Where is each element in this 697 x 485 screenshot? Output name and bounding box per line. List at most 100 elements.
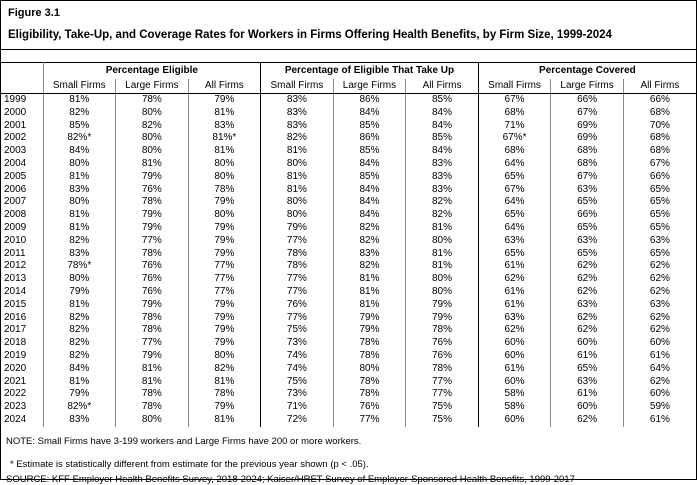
value-cell: 84%	[332, 196, 406, 210]
value-cell: 83%	[42, 247, 116, 261]
footnotes: NOTE: Small Firms have 3-199 workers and…	[1, 436, 696, 485]
value-cell: 84%	[405, 119, 479, 133]
value-cell: 62%	[622, 311, 696, 325]
value-cell: 84%	[405, 106, 479, 120]
table-row: 2008 81% 79% 80% 80% 84% 82% 65% 66% 65%	[1, 209, 696, 222]
value-cell: 77%	[260, 311, 334, 325]
note-text: NOTE: Small Firms have 3-199 workers and…	[6, 435, 362, 447]
value-cell: 63%	[622, 234, 696, 248]
year-cell: 2005	[4, 170, 27, 182]
table-body: 1999 81% 78% 79% 83% 86% 85% 67% 66% 66% 2000 82% 80…	[1, 93, 696, 427]
year-cell: 2004	[4, 157, 27, 169]
value-cell: 68%	[622, 132, 696, 146]
value-cell: 59%	[622, 401, 696, 414]
year-cell: 2010	[4, 234, 27, 246]
value-cell: 77%	[405, 375, 479, 389]
table-row: 1999 81% 78% 79% 83% 86% 85% 67% 66% 66%	[1, 93, 696, 107]
subheader-takeup-large: Large Firms	[332, 78, 406, 94]
value-cell: 65%	[550, 221, 624, 235]
value-cell: 60%	[477, 375, 551, 389]
value-cell: 62%	[477, 273, 551, 286]
estimate-note-text: * Estimate is statistically different fr…	[10, 458, 369, 470]
value-cell: 63%	[622, 298, 696, 312]
value-cell: 65%	[622, 221, 696, 235]
group-header-take-up: Percentage of Eligible That Take Up	[260, 62, 479, 79]
table-row: 2001 85% 82% 83% 83% 85% 84% 71% 69% 70%	[1, 119, 696, 133]
value-cell: 79%	[115, 221, 189, 235]
value-cell: 86%	[332, 93, 406, 107]
value-cell: 68%	[477, 145, 551, 158]
value-cell: 62%	[550, 413, 624, 427]
year-cell: 2001	[4, 119, 27, 131]
value-cell: 72%	[260, 413, 334, 427]
value-cell: 66%	[550, 93, 624, 107]
value-cell: 76%	[260, 298, 334, 312]
value-cell: 64%	[477, 196, 551, 210]
value-cell: 78%	[260, 260, 334, 274]
value-cell: 78%	[115, 324, 189, 338]
value-cell: 79%	[115, 209, 189, 222]
value-cell: 81%	[115, 157, 189, 171]
value-cell: 80%	[115, 132, 189, 146]
value-cell: 82%	[405, 196, 479, 210]
value-cell: 76%	[405, 349, 479, 363]
value-cell: 79%	[332, 324, 406, 338]
value-cell: 79%	[187, 337, 261, 350]
value-cell: 63%	[477, 234, 551, 248]
value-cell: 81%	[332, 273, 406, 286]
value-cell: 85%	[405, 93, 479, 107]
subheader-eligible-large: Large Firms	[115, 78, 189, 94]
value-cell: 77%	[115, 337, 189, 350]
value-cell: 76%	[115, 260, 189, 274]
benefits-table: Percentage Eligible Percentage of Eligib…	[1, 62, 696, 427]
value-cell: 79%	[115, 170, 189, 184]
value-cell: 85%	[332, 170, 406, 184]
value-cell: 83%	[405, 157, 479, 171]
value-cell: 83%	[405, 170, 479, 184]
value-cell: 60%	[477, 349, 551, 363]
value-cell: 65%	[622, 247, 696, 261]
value-cell: 66%	[622, 170, 696, 184]
value-cell: 62%	[550, 260, 624, 274]
value-cell: 83%	[405, 183, 479, 197]
value-cell: 81%	[332, 285, 406, 299]
value-cell: 83%	[260, 119, 334, 133]
value-cell: 78%	[115, 196, 189, 210]
value-cell: 79%	[187, 401, 261, 414]
value-cell: 81%	[187, 413, 261, 427]
year-cell: 2003	[4, 145, 27, 157]
value-cell: 76%	[332, 401, 406, 414]
value-cell: 82%	[115, 119, 189, 133]
table-row: 2010 82% 77% 79% 77% 82% 80% 63% 63% 63%	[1, 234, 696, 248]
value-cell: 79%	[405, 311, 479, 325]
value-cell: 81%	[405, 221, 479, 235]
year-cell: 2017	[4, 324, 27, 336]
value-cell: 82%	[42, 234, 116, 248]
value-cell: 78%	[332, 349, 406, 363]
value-cell: 60%	[622, 337, 696, 350]
value-cell: 78%	[405, 324, 479, 338]
value-cell: 65%	[622, 183, 696, 197]
table-row: 2018 82% 77% 79% 73% 78% 76% 60% 60% 60%	[1, 337, 696, 350]
value-cell: 78%*	[42, 260, 116, 274]
value-cell: 60%	[550, 337, 624, 350]
value-cell: 81%	[332, 298, 406, 312]
value-cell: 81%	[42, 93, 116, 107]
value-cell: 81%	[115, 362, 189, 376]
year-column-header	[1, 63, 43, 79]
value-cell: 81%	[187, 106, 261, 120]
value-cell: 79%	[115, 298, 189, 312]
value-cell: 62%	[477, 324, 551, 338]
subheader-eligible-small: Small Firms	[42, 78, 116, 94]
value-cell: 75%	[405, 413, 479, 427]
value-cell: 63%	[550, 298, 624, 312]
value-cell: 65%	[622, 196, 696, 210]
value-cell: 78%	[115, 311, 189, 325]
value-cell: 79%	[187, 247, 261, 261]
year-cell: 2002	[4, 132, 27, 144]
value-cell: 80%	[187, 157, 261, 171]
value-cell: 60%	[550, 401, 624, 414]
table-row: 2024 83% 80% 81% 72% 77% 75% 60% 62% 61%	[1, 413, 696, 427]
value-cell: 83%	[260, 93, 334, 107]
